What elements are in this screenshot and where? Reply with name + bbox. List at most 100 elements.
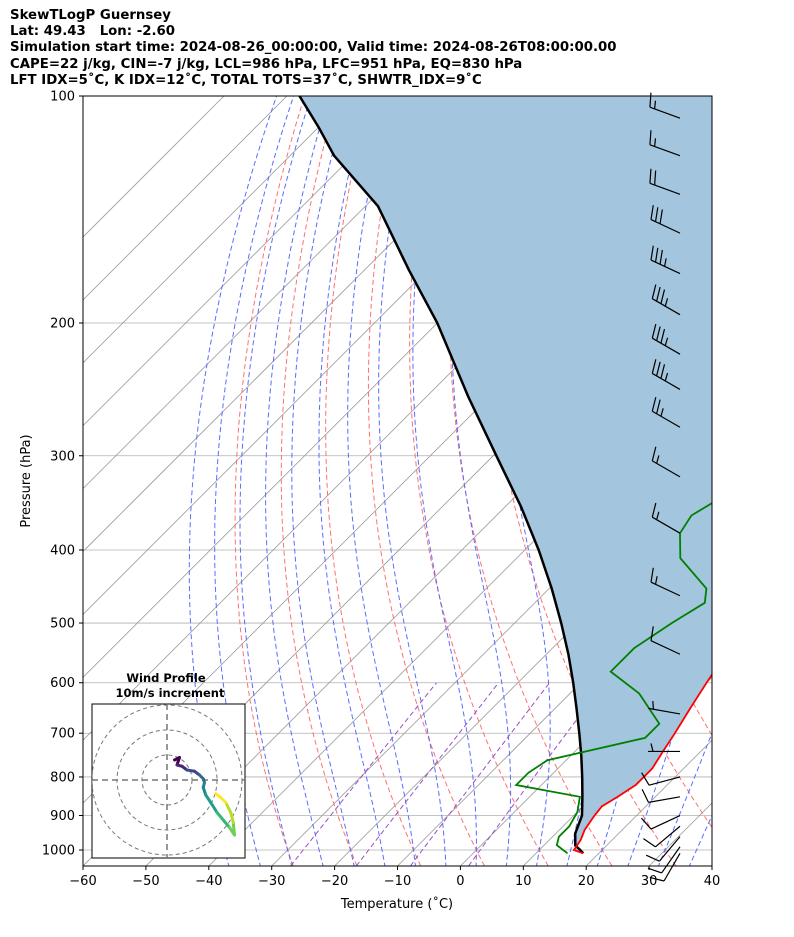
moist-adiabat-line: [720, 96, 794, 868]
moist-adiabat-line: [347, 96, 417, 866]
hodograph-segment: [209, 801, 219, 814]
mixing-ratio-line: [355, 682, 499, 866]
wind-barb: [647, 846, 681, 874]
wind-barb: [649, 852, 681, 882]
wind-barb: [649, 92, 681, 119]
wind-barb: [651, 396, 681, 428]
moist-adiabat-line: [450, 96, 512, 866]
wind-barb: [651, 446, 681, 478]
y-tick-label: 600: [50, 676, 75, 691]
parcel-line: [298, 96, 585, 855]
moist-adiabat-line: [188, 96, 278, 866]
wind-barb: [645, 836, 681, 862]
y-tick-label: 1000: [42, 844, 75, 859]
wind-barb: [641, 789, 681, 803]
y-axis-label: Pressure (hPa): [19, 434, 34, 527]
y-tick-label: 900: [50, 809, 75, 824]
dry-adiabat-line: [367, 96, 485, 866]
cape-fill: [299, 96, 712, 850]
wind-barb: [643, 825, 681, 848]
y-tick-label: 800: [50, 770, 75, 785]
cape-area: [299, 96, 712, 850]
mixing-ratio-line: [290, 682, 437, 866]
profile-lines: [298, 96, 712, 855]
wind-barb: [650, 626, 681, 655]
dry-adiabat-line: [448, 96, 613, 866]
moist-adiabat-line: [214, 96, 295, 866]
wind-barb: [648, 743, 680, 753]
wind-barb: [651, 359, 681, 390]
dry-adiabat-line: [234, 96, 305, 866]
moist-adiabat-line: [265, 96, 330, 866]
wind-barb: [648, 700, 681, 715]
cape-line: CAPE=22 j/kg, CIN=-7 j/kg, LCL=986 hPa, …: [10, 57, 523, 72]
wind-barb: [650, 245, 681, 275]
x-tick-label: −30: [258, 874, 285, 889]
x-axis-label: Temperature (˚C): [340, 896, 453, 912]
wind-barb: [650, 567, 681, 597]
y-tick-label: 500: [50, 617, 75, 632]
dewpoint-line: [514, 502, 712, 855]
dry-adiabat-line: [761, 96, 794, 866]
wind-barb: [641, 814, 681, 830]
dry-adiabat-line: [409, 96, 549, 866]
x-tick-label: −60: [69, 874, 96, 889]
moist-adiabat-line: [412, 96, 477, 866]
moist-adiabat-line: [239, 96, 312, 866]
y-tick-label: 200: [50, 316, 75, 331]
moist-adiabat-line: [291, 96, 355, 866]
wind-barb: [649, 130, 681, 157]
hodograph-inset: Wind Profile 10m/s increment: [91, 671, 246, 859]
isotherm-line: [83, 96, 413, 427]
isotherm-line: [397, 550, 712, 866]
hodograph-title: Wind Profile: [126, 671, 206, 685]
isotherm-line: [711, 865, 712, 866]
hodograph-segment: [224, 801, 233, 814]
time-line: Simulation start time: 2024-08-26_00:00:…: [10, 40, 617, 55]
dry-adiabat-line: [280, 96, 358, 866]
location-line: Lat: 49.43 Lon: -2.60: [10, 24, 176, 39]
hodograph-segment: [229, 811, 235, 824]
wind-barbs: [641, 92, 681, 882]
dry-adiabat-line: [728, 96, 794, 866]
temperature-line: [572, 673, 712, 855]
moist-adiabat-line: [657, 731, 712, 866]
isotherm-line: [334, 488, 712, 866]
isotherm-line: [83, 96, 288, 301]
y-tick-label: 700: [50, 727, 75, 742]
moist-adiabat-line: [378, 96, 447, 866]
y-tick-label: 400: [50, 543, 75, 558]
wind-barb: [649, 168, 681, 195]
isotherm-line: [83, 96, 351, 364]
hodograph-subtitle: 10m/s increment: [116, 686, 225, 700]
moist-adiabat-line: [627, 96, 712, 866]
y-tick-label: 100: [50, 90, 75, 105]
axis-ticks: −60 −50 −40 −30 −20 −10 0 10 20 30 40 100 200 300 400 5…: [42, 90, 720, 890]
wind-barb: [651, 502, 681, 534]
x-tick-label: 20: [578, 874, 595, 889]
wind-barb: [651, 323, 681, 355]
x-tick-label: −20: [321, 874, 348, 889]
x-tick-label: 30: [641, 874, 658, 889]
moist-adiabat-line: [318, 96, 386, 866]
isotherm-line: [83, 96, 476, 490]
chart-title: SkewTLogP Guernsey: [10, 8, 171, 23]
hodograph-segment: [231, 821, 236, 837]
wind-barb: [650, 205, 681, 234]
x-tick-label: −50: [132, 874, 159, 889]
x-tick-label: 10: [515, 874, 532, 889]
y-tick-label: 300: [50, 449, 75, 464]
x-tick-label: −10: [384, 874, 411, 889]
hodograph-segment: [221, 818, 231, 829]
hodograph-segment: [204, 793, 213, 804]
hodograph-segment: [215, 811, 225, 822]
x-tick-label: 40: [704, 874, 721, 889]
mixing-ratio-line: [409, 682, 550, 866]
isotherm-line: [83, 96, 225, 238]
wind-barb: [651, 284, 681, 316]
wind-barb: [641, 772, 681, 786]
hodograph-frame: [91, 703, 246, 859]
index-line: LFT IDX=5˚C, K IDX=12˚C, TOTAL TOTS=37˚C…: [10, 73, 482, 88]
x-tick-label: 0: [456, 874, 464, 889]
